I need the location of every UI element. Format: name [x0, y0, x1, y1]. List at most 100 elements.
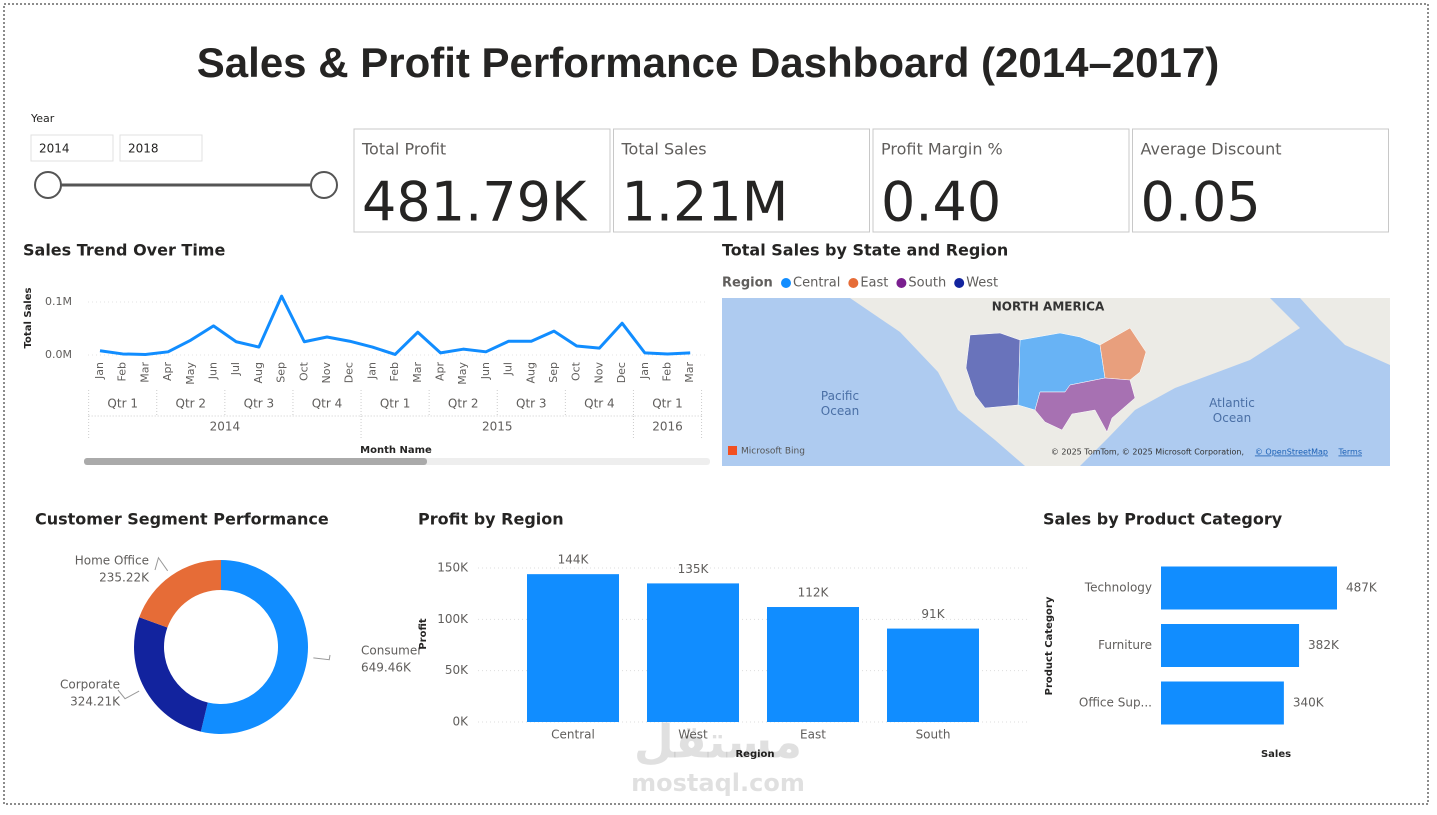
- bar: [647, 583, 739, 722]
- data-label-name: Home Office: [75, 554, 149, 568]
- legend-marker: [781, 278, 791, 288]
- legend-label: East: [860, 276, 888, 291]
- watermark: مستقل: [634, 715, 802, 769]
- kpi-card: [872, 128, 1130, 233]
- x-tick-label: Jun: [479, 362, 492, 380]
- map-land: [1300, 298, 1390, 365]
- bar: [1161, 624, 1300, 667]
- data-label: 649.46K: [361, 661, 412, 675]
- slicer-box[interactable]: [30, 134, 114, 162]
- chart-title: Sales Trend Over Time: [23, 241, 225, 260]
- legend-label: West: [966, 276, 998, 291]
- slicer-start[interactable]: 2014: [39, 142, 70, 156]
- x-tick-label: Feb: [661, 362, 674, 381]
- x-tick-label: Jan: [93, 362, 106, 380]
- map-label: Atlantic Ocean: [1209, 396, 1255, 425]
- kpi-label: Total Sales: [621, 140, 707, 159]
- x-axis-label: Sales: [1261, 749, 1291, 760]
- quarter-label: Qtr 1: [107, 397, 138, 411]
- quarter-label: Qtr 4: [584, 397, 615, 411]
- year-label: 2015: [482, 420, 513, 434]
- kpi-card: [1132, 128, 1389, 233]
- slider-handle[interactable]: [34, 171, 62, 199]
- legend-title: Region: [722, 276, 773, 291]
- x-tick-label: Dec: [343, 362, 356, 383]
- scrollbar-thumb[interactable]: [84, 458, 427, 465]
- slicer-label: Year: [30, 112, 55, 125]
- kpi-label: Profit Margin %: [881, 140, 1003, 159]
- kpi-value: 0.40: [881, 171, 1001, 234]
- kpi-value: 0.05: [1141, 171, 1261, 234]
- legend-marker: [896, 278, 907, 288]
- data-label: 91K: [921, 607, 945, 621]
- map-terms: Terms: [1337, 448, 1362, 457]
- bar: [527, 574, 619, 722]
- y-axis-label: Total Sales: [23, 288, 34, 349]
- leader-line: [117, 689, 140, 700]
- y-axis-label: Profit: [418, 618, 429, 650]
- y-axis-label: Product Category: [1044, 596, 1055, 695]
- x-tick-label: Mar: [683, 362, 696, 383]
- map-osm: © OpenStreetMap: [1255, 448, 1328, 457]
- watermark: mostaql.com: [631, 769, 805, 797]
- x-tick-label: Dec: [615, 362, 628, 383]
- map-attribution: © 2025 TomTom, © 2025 Microsoft Corporat…: [1051, 448, 1244, 457]
- legend-label: Central: [793, 276, 840, 291]
- x-tick-label: Aug: [524, 362, 537, 383]
- legend-marker: [954, 278, 965, 288]
- y-tick-label: Office Sup...: [1079, 696, 1152, 710]
- x-axis-label: Region: [735, 749, 774, 760]
- legend-label: South: [908, 276, 946, 291]
- slicer-end[interactable]: 2018: [128, 142, 159, 156]
- x-tick-label: South: [916, 728, 951, 742]
- y-tick-label: 0.1M: [45, 295, 72, 308]
- bar: [1161, 681, 1284, 725]
- data-label: 324.21K: [70, 695, 121, 709]
- x-tick-label: Aug: [252, 362, 265, 383]
- map-provider: Microsoft Bing: [741, 447, 805, 457]
- quarter-label: Qtr 4: [312, 397, 343, 411]
- slicer-box[interactable]: [119, 134, 203, 162]
- x-tick-label: Oct: [297, 361, 310, 381]
- y-tick-label: 0K: [452, 715, 469, 729]
- x-tick-label: Jan: [365, 362, 378, 380]
- x-tick-label: Oct: [570, 361, 583, 381]
- kpi-label: Total Profit: [361, 140, 446, 159]
- x-tick-label: May: [184, 362, 197, 385]
- legend-marker: [848, 278, 859, 288]
- quarter-label: Qtr 2: [448, 397, 479, 411]
- x-tick-label: Jul: [229, 362, 242, 376]
- y-tick-label: 100K: [437, 612, 469, 626]
- map-label: Pacific Ocean: [821, 389, 859, 418]
- x-tick-label: Nov: [592, 362, 605, 384]
- y-tick-label: 150K: [437, 561, 469, 575]
- x-tick-label: Nov: [320, 362, 333, 384]
- kpi-card: [353, 128, 611, 233]
- kpi-label: Average Discount: [1141, 140, 1282, 159]
- line-series: [99, 294, 691, 356]
- data-label: 112K: [798, 586, 830, 600]
- map-label: NORTH AMERICA: [992, 300, 1105, 314]
- x-tick-label: Jan: [638, 362, 651, 380]
- x-tick-label: Mar: [138, 362, 151, 383]
- x-tick-label: Central: [551, 728, 595, 742]
- bar: [887, 628, 979, 722]
- y-tick-label: 50K: [445, 663, 469, 677]
- y-tick-label: Furniture: [1098, 638, 1152, 652]
- x-tick-label: Jun: [207, 362, 220, 380]
- chart-title: Sales by Product Category: [1043, 510, 1283, 529]
- x-tick-label: Sep: [547, 362, 560, 383]
- quarter-label: Qtr 1: [380, 397, 411, 411]
- kpi-value: 1.21M: [622, 171, 789, 234]
- bar: [767, 607, 859, 722]
- donut-slice: [200, 560, 308, 735]
- slider-handle[interactable]: [310, 171, 338, 199]
- data-label: 135K: [678, 562, 710, 576]
- leader-line: [313, 654, 331, 661]
- quarter-label: Qtr 1: [652, 397, 683, 411]
- x-tick-label: East: [800, 728, 826, 742]
- x-tick-label: Apr: [434, 362, 447, 382]
- year-label: 2014: [210, 420, 241, 434]
- bing-logo: [728, 446, 737, 455]
- page-title: Sales & Profit Performance Dashboard (20…: [197, 39, 1219, 86]
